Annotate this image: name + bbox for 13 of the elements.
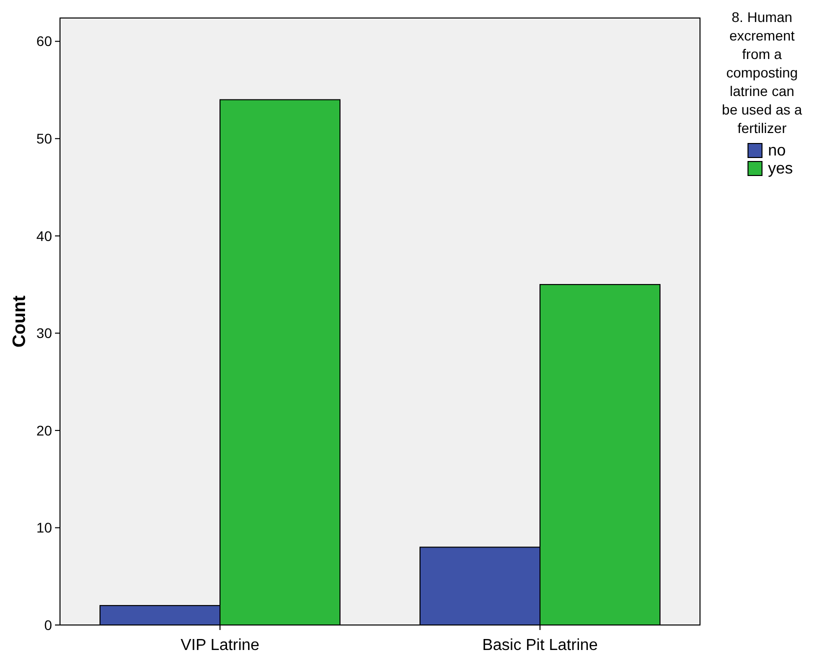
legend-label: yes	[768, 160, 793, 178]
x-tick-label: Basic Pit Latrine	[482, 637, 598, 654]
y-axis-title: Count	[9, 296, 29, 348]
y-tick-label: 20	[36, 422, 52, 438]
legend-title: 8. Human excrement from a composting latrine can be used as a fertilizer	[722, 9, 802, 136]
y-tick-label: 40	[36, 228, 52, 244]
y-tick-label: 30	[36, 325, 52, 342]
y-tick-label: 60	[36, 33, 52, 50]
y-tick-label: 10	[36, 520, 52, 536]
legend-label: no	[768, 142, 786, 160]
y-tick-label: 0	[44, 616, 52, 633]
y-tick-label: 50	[36, 130, 52, 147]
x-tick-label: VIP Latrine	[180, 637, 260, 654]
